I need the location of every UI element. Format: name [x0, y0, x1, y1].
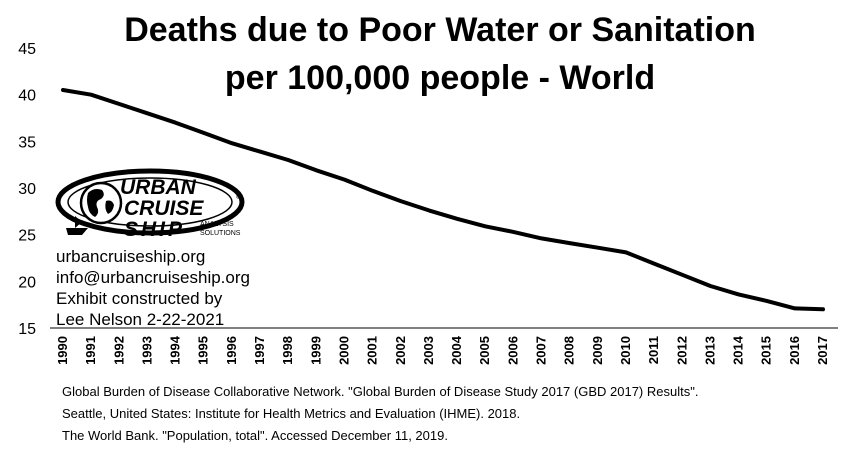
x-tick-label: 1996: [224, 336, 239, 365]
x-tick-label: 2000: [336, 336, 351, 365]
y-tick-label: 30: [18, 181, 36, 198]
x-tick-label: 2003: [421, 336, 436, 365]
source-line3: The World Bank. "Population, total". Acc…: [62, 428, 448, 443]
x-tick-label: 2017: [815, 336, 830, 365]
x-tick-label: 2008: [562, 336, 577, 365]
y-tick-label: 45: [18, 41, 36, 58]
x-tick-label: 2010: [618, 336, 633, 365]
series-line: [61, 88, 825, 312]
logo-mark: ©: [236, 193, 242, 201]
email-text: info@urbancruiseship.org: [56, 268, 250, 287]
x-tick-label: 2015: [759, 336, 774, 365]
x-tick-label: 2012: [674, 336, 689, 365]
y-tick-label: 40: [18, 88, 36, 105]
chart-title-line1: Deaths due to Poor Water or Sanitation: [124, 11, 756, 49]
x-tick-label: 1990: [55, 336, 70, 365]
x-tick-label: 2009: [590, 336, 605, 365]
logo-ring-outer: [55, 168, 245, 236]
y-tick-label: 25: [18, 228, 36, 245]
x-ticks: 1990 1991 1992 1993 1994 1995 1996 1997 1998 1999…: [55, 335, 830, 365]
logo-solutions: SOLUTIONS: [200, 230, 241, 237]
chart-title-line2: per 100,000 people - World: [225, 59, 655, 97]
x-tick-label: 1993: [139, 336, 154, 365]
y-tick-label: 35: [18, 134, 36, 151]
x-tick-label: 1995: [196, 336, 211, 365]
source-line2: Seattle, United States: Institute for He…: [62, 406, 521, 421]
x-tick-label: 1999: [308, 336, 323, 365]
x-tick-label: 2005: [477, 336, 492, 365]
x-tick-label: 2016: [787, 336, 802, 365]
logo-cruise: CRUISE: [124, 197, 204, 220]
logo: URBAN CRUISE SHIP © ANALYSIS SOLUTIONS: [55, 168, 245, 241]
x-tick-label: 1991: [83, 336, 98, 365]
logo-urban: URBAN: [120, 176, 197, 199]
x-tick-label: 2011: [646, 336, 661, 364]
sources-block: Global Burden of Disease Collaborative N…: [62, 381, 698, 447]
credit-line1: Exhibit constructed by: [56, 289, 223, 308]
logo-ring-inner: [67, 177, 233, 227]
x-tick-label: 2002: [393, 336, 408, 365]
y-tick-label: 20: [18, 274, 36, 291]
source-line1: Global Burden of Disease Collaborative N…: [62, 384, 699, 399]
x-tick-label: 2007: [534, 336, 549, 365]
x-tick-label: 2006: [505, 336, 520, 365]
info-block: urbancruiseship.org info@urbancruiseship…: [56, 246, 250, 330]
ship-icon: [66, 216, 88, 235]
x-tick-label: 1994: [168, 335, 183, 365]
logo-analysis: ANALYSIS: [200, 221, 234, 228]
credit-line2: Lee Nelson 2-22-2021: [56, 310, 225, 329]
website-text: urbancruiseship.org: [56, 247, 206, 266]
globe-land: [87, 189, 114, 217]
y-tick-label: 15: [18, 321, 36, 338]
y-ticks: 15 20 25 30 35 40 45: [18, 41, 36, 338]
x-tick-label: 1998: [280, 336, 295, 365]
x-tick-label: 1992: [111, 336, 126, 365]
x-tick-label: 2013: [702, 336, 717, 365]
globe-icon: [79, 181, 123, 225]
x-tick-label: 2014: [731, 335, 746, 365]
x-tick-label: 2001: [365, 336, 380, 365]
x-tick-label: 2004: [449, 335, 464, 365]
x-tick-label: 1997: [252, 336, 267, 365]
logo-ship: SHIP: [124, 218, 185, 241]
